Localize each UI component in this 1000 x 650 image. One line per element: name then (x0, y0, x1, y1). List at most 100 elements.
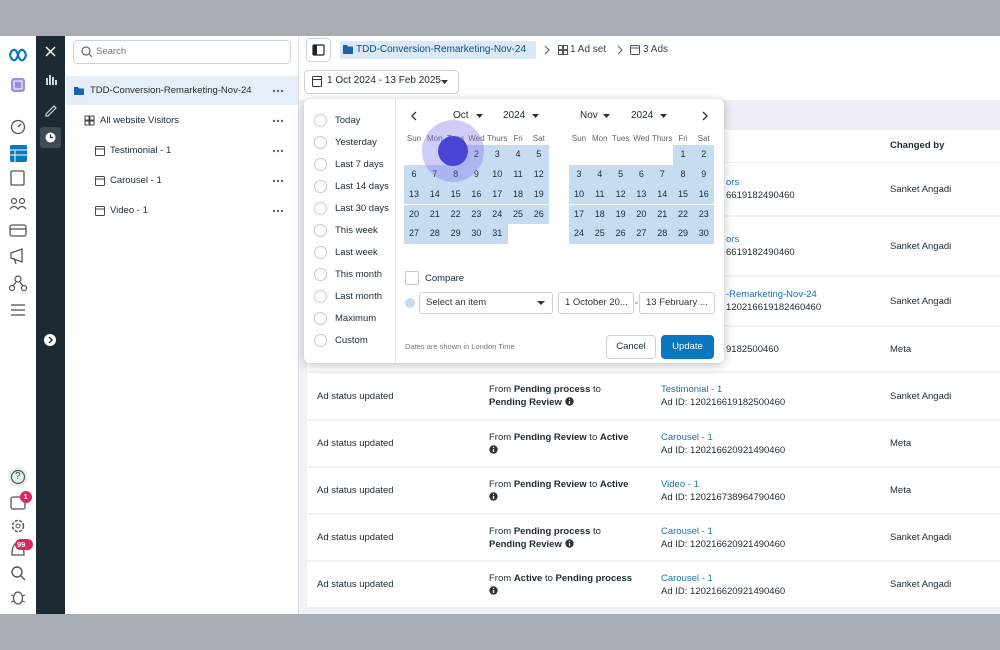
radio-button[interactable] (314, 136, 327, 149)
calendar-day[interactable]: 11 (589, 185, 610, 205)
calendar-day[interactable]: 27 (631, 224, 652, 244)
preset-option[interactable]: This week (335, 224, 378, 238)
calendar-day[interactable]: 13 (631, 185, 652, 205)
breadcrumb-adsets[interactable]: 1 Ad set (570, 43, 606, 57)
calendar-day[interactable]: 5 (528, 145, 549, 165)
calendar-day[interactable]: 18 (589, 205, 610, 225)
calendar-day[interactable]: 19 (528, 185, 549, 205)
calendar-day[interactable]: 12 (610, 185, 631, 205)
calendar-day[interactable]: 6 (404, 165, 425, 185)
radio-button[interactable] (314, 246, 327, 259)
calendar-day[interactable]: 22 (673, 205, 694, 225)
campaign-tree-item[interactable]: TDD-Conversion-Remarketing-Nov-24 (90, 84, 252, 98)
search-input[interactable]: Search (96, 45, 126, 59)
calendar-day[interactable]: 8 (445, 165, 466, 185)
calendar-day[interactable]: 15 (445, 185, 466, 205)
calendar-day[interactable]: 24 (487, 205, 508, 225)
calendar-day[interactable]: 10 (487, 165, 508, 185)
calendar-day[interactable]: 30 (693, 224, 714, 244)
calendar-day[interactable]: 7 (652, 165, 673, 185)
calendar-day[interactable]: 26 (528, 205, 549, 225)
ad-tree-item[interactable]: Video - 1 (110, 204, 148, 218)
calendar-day[interactable]: 23 (693, 205, 714, 225)
calendar-day[interactable]: 28 (652, 224, 673, 244)
ad-tree-item[interactable]: Testimonial - 1 (110, 144, 171, 158)
radio-button[interactable] (314, 224, 327, 237)
year-select[interactable]: 2024 (631, 109, 653, 123)
calendar-day[interactable]: 8 (673, 165, 694, 185)
calendar-day[interactable]: 26 (610, 224, 631, 244)
preset-option[interactable]: Last 30 days (335, 202, 389, 216)
calendar-day[interactable]: 11 (508, 165, 529, 185)
adset-tree-item[interactable]: All website Visitors (100, 114, 179, 128)
radio-button[interactable] (314, 268, 327, 281)
calendar-day[interactable]: 20 (631, 205, 652, 225)
calendar-day[interactable]: 12 (528, 165, 549, 185)
radio-button[interactable] (314, 158, 327, 171)
item-link[interactable]: Carousel - 1 (661, 572, 861, 585)
calendar-day[interactable]: 27 (404, 224, 425, 244)
item-link[interactable]: Video - 1 (661, 478, 861, 491)
breadcrumb-ads[interactable]: 3 Ads (643, 43, 668, 57)
calendar-day[interactable]: 1 (445, 145, 466, 165)
preset-option[interactable]: Yesterday (335, 136, 377, 150)
calendar-day[interactable]: 3 (487, 145, 508, 165)
calendar-day[interactable]: 17 (569, 205, 590, 225)
preset-option[interactable]: Maximum (335, 312, 376, 326)
calendar-day[interactable]: 24 (569, 224, 590, 244)
calendar-day[interactable]: 2 (466, 145, 487, 165)
info-icon[interactable] (489, 586, 498, 595)
calendar-day[interactable]: 9 (466, 165, 487, 185)
preset-option[interactable]: Last 7 days (335, 158, 384, 172)
calendar-day[interactable]: 14 (424, 185, 445, 205)
calendar-day[interactable]: 4 (508, 145, 529, 165)
preset-option[interactable]: Last month (335, 290, 382, 304)
calendar-day[interactable]: 16 (693, 185, 714, 205)
calendar-day[interactable]: 29 (445, 224, 466, 244)
radio-button[interactable] (314, 180, 327, 193)
radio-button[interactable] (314, 312, 327, 325)
month-select[interactable]: Nov (580, 109, 598, 123)
item-link[interactable]: Carousel - 1 (661, 525, 861, 538)
radio-button[interactable] (314, 290, 327, 303)
calendar-day[interactable]: 19 (610, 205, 631, 225)
year-select[interactable]: 2024 (503, 109, 525, 123)
preset-option[interactable]: Today (335, 114, 360, 128)
preset-option[interactable]: Custom (335, 334, 368, 348)
update-button[interactable]: Update (661, 335, 714, 359)
calendar-day[interactable]: 2 (693, 145, 714, 165)
calendar-day[interactable]: 18 (508, 185, 529, 205)
calendar-day[interactable]: 25 (589, 224, 610, 244)
calendar-day[interactable]: 14 (652, 185, 673, 205)
calendar-day[interactable]: 20 (404, 205, 425, 225)
date-range-button[interactable]: 1 Oct 2024 - 13 Feb 2025 (327, 74, 441, 88)
info-icon[interactable] (565, 539, 574, 548)
calendar-day[interactable]: 5 (610, 165, 631, 185)
calendar-day[interactable]: 10 (569, 185, 590, 205)
calendar-day[interactable]: 17 (487, 185, 508, 205)
calendar-day[interactable]: 13 (404, 185, 425, 205)
month-select[interactable]: Oct (453, 109, 469, 123)
item-link[interactable]: Carousel - 1 (661, 431, 861, 444)
calendar-day[interactable]: 28 (424, 224, 445, 244)
cancel-button[interactable]: Cancel (606, 335, 656, 359)
calendar-day[interactable]: 31 (487, 224, 508, 244)
calendar-day[interactable]: 4 (589, 165, 610, 185)
calendar-day[interactable]: 6 (631, 165, 652, 185)
info-icon[interactable] (489, 445, 498, 454)
calendar-day[interactable]: 15 (673, 185, 694, 205)
calendar-day[interactable]: 1 (673, 145, 694, 165)
preset-option[interactable]: Last 14 days (335, 180, 389, 194)
calendar-day[interactable]: 22 (445, 205, 466, 225)
calendar-day[interactable]: 30 (466, 224, 487, 244)
compare-checkbox[interactable] (405, 271, 419, 285)
preset-option[interactable]: This month (335, 268, 382, 282)
calendar-day[interactable]: 21 (652, 205, 673, 225)
calendar-day[interactable]: 21 (424, 205, 445, 225)
radio-button[interactable] (314, 202, 327, 215)
info-icon[interactable] (489, 492, 498, 501)
calendar-day[interactable]: 29 (673, 224, 694, 244)
item-link[interactable]: Testimonial - 1 (661, 383, 861, 396)
info-icon[interactable] (565, 397, 574, 406)
calendar-day[interactable]: 16 (466, 185, 487, 205)
